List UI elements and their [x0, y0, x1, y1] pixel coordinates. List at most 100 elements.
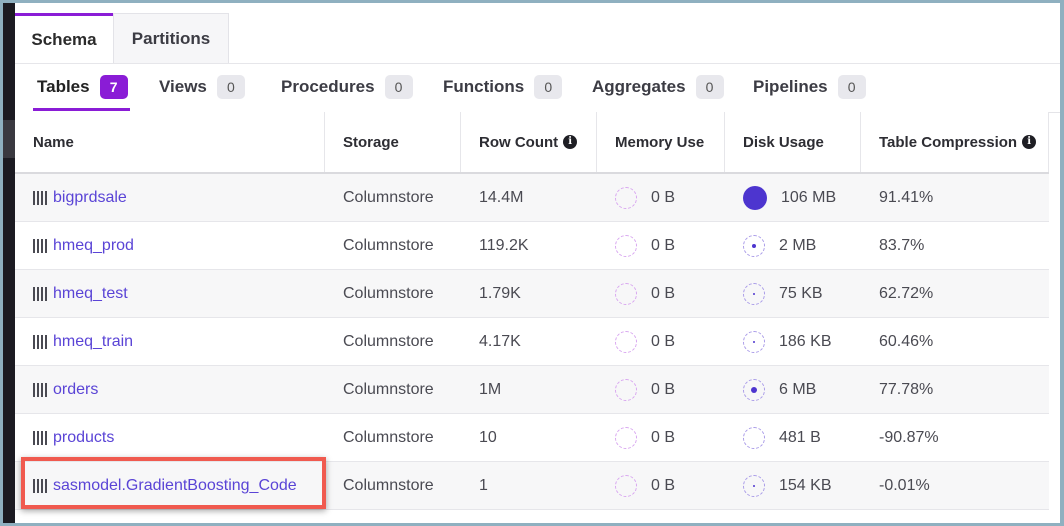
subtab-views[interactable]: Views 0	[159, 64, 245, 110]
table-name-link[interactable]: products	[53, 428, 115, 446]
cell-table-compression: 77.78%	[879, 380, 934, 398]
disk-usage-ring-icon	[743, 426, 765, 449]
cell-disk-usage: 6 MB	[725, 366, 861, 413]
left-sidebar-edge	[3, 3, 15, 523]
cell-disk-usage: 75 KB	[725, 270, 861, 317]
top-tabs: Schema Partitions	[15, 13, 1060, 64]
count-badge: 0	[216, 75, 245, 99]
subtab-tables[interactable]: Tables 7	[33, 64, 130, 111]
cell-disk-usage: 186 KB	[725, 318, 861, 365]
count-badge: 0	[837, 75, 866, 99]
count-badge: 0	[534, 75, 563, 99]
cell-row-count: 14.4M	[479, 188, 524, 206]
cell-memory-use: 0 B	[597, 318, 725, 365]
cell-name: hmeq_train	[15, 318, 325, 365]
cell-memory-use: 0 B	[597, 366, 725, 413]
cell-storage: Columnstore	[343, 380, 434, 398]
memory-usage-ring-icon	[615, 426, 637, 449]
object-type-tabs: Tables 7 Views 0 Procedures 0 Functions …	[15, 64, 1060, 113]
subtab-label: Views	[159, 77, 207, 96]
cell-name: products	[15, 414, 325, 461]
columnstore-table-icon	[33, 334, 47, 349]
subtab-label: Procedures	[281, 77, 375, 96]
table-row[interactable]: hmeq_prod Columnstore 119.2K 0 B 2 MB 83…	[15, 222, 1049, 270]
table-name-link[interactable]: sasmodel.GradientBoosting_Code	[53, 476, 297, 494]
app-frame: Schema Partitions Tables 7 Views 0 Proce…	[3, 3, 1060, 523]
subtab-functions[interactable]: Functions 0	[443, 64, 563, 110]
cell-row-count: 1	[479, 476, 488, 494]
subtab-aggregates[interactable]: Aggregates 0	[592, 64, 724, 110]
cell-memory-use: 0 B	[597, 270, 725, 317]
info-icon[interactable]: i	[1022, 135, 1037, 149]
cell-row-count: 4.17K	[479, 332, 521, 350]
disk-usage-dot	[753, 340, 755, 343]
columnstore-table-icon	[33, 238, 47, 253]
memory-usage-ring-icon	[615, 378, 637, 401]
columnstore-table-icon	[33, 382, 47, 397]
cell-table-compression: 91.41%	[879, 188, 934, 206]
col-header-storage[interactable]: Storage	[325, 112, 461, 172]
table-row[interactable]: products Columnstore 10 0 B 481 B -90.87…	[15, 414, 1049, 462]
col-header-name[interactable]: Name	[15, 112, 325, 172]
count-badge: 7	[99, 75, 128, 99]
cell-row-count: 10	[479, 428, 497, 446]
disk-usage-dot	[753, 484, 755, 487]
table-name-link[interactable]: hmeq_test	[53, 284, 128, 302]
cell-name: hmeq_prod	[15, 222, 325, 269]
subtab-label: Aggregates	[592, 77, 686, 96]
columnstore-table-icon	[33, 190, 47, 205]
cell-memory-use: 0 B	[597, 462, 725, 509]
col-header-memory-use[interactable]: Memory Use	[597, 112, 725, 172]
col-header-disk-usage[interactable]: Disk Usage	[725, 112, 861, 172]
disk-usage-ring-icon	[743, 474, 765, 497]
table-row[interactable]: hmeq_train Columnstore 4.17K 0 B 186 KB …	[15, 318, 1049, 366]
cell-table-compression: -0.01%	[879, 476, 930, 494]
table-row[interactable]: orders Columnstore 1M 0 B 6 MB 77.78%	[15, 366, 1049, 414]
tab-partitions[interactable]: Partitions	[113, 13, 229, 63]
cell-storage: Columnstore	[343, 428, 434, 446]
sidebar-active-segment	[3, 120, 15, 158]
subtab-label: Functions	[443, 77, 525, 96]
active-tab-underline	[33, 108, 130, 111]
subtab-pipelines[interactable]: Pipelines 0	[753, 64, 866, 110]
count-badge: 0	[695, 75, 724, 99]
disk-usage-ring-icon	[743, 282, 765, 305]
cell-disk-usage: 154 KB	[725, 462, 861, 509]
cell-row-count: 119.2K	[479, 236, 529, 254]
table-row[interactable]: bigprdsale Columnstore 14.4M 0 B 106 MB …	[15, 174, 1049, 222]
table-row[interactable]: sasmodel.GradientBoosting_Code Columnsto…	[15, 462, 1049, 510]
schema-panel: Schema Partitions Tables 7 Views 0 Proce…	[15, 3, 1060, 523]
table-header: Name Storage Row Count i Memory Use Disk …	[15, 112, 1049, 174]
table-row[interactable]: hmeq_test Columnstore 1.79K 0 B 75 KB 62…	[15, 270, 1049, 318]
disk-usage-ring-icon	[743, 330, 765, 353]
tables-table: Name Storage Row Count i Memory Use Disk …	[15, 112, 1049, 510]
disk-usage-ring-icon	[743, 234, 765, 257]
subtab-procedures[interactable]: Procedures 0	[281, 64, 413, 110]
cell-storage: Columnstore	[343, 188, 434, 206]
info-icon[interactable]: i	[563, 135, 578, 149]
cell-disk-usage: 481 B	[725, 414, 861, 461]
col-header-row-count[interactable]: Row Count i	[461, 112, 597, 172]
table-name-link[interactable]: hmeq_prod	[53, 236, 134, 254]
table-name-link[interactable]: bigprdsale	[53, 188, 127, 206]
cell-disk-usage: 106 MB	[725, 174, 861, 221]
subtab-label: Tables	[37, 77, 90, 96]
tab-schema[interactable]: Schema	[15, 13, 113, 63]
disk-usage-ring-icon	[743, 185, 767, 210]
cell-storage: Columnstore	[343, 236, 434, 254]
cell-row-count: 1.79K	[479, 284, 521, 302]
memory-usage-ring-icon	[615, 474, 637, 497]
col-header-table-compression[interactable]: Table Compression i	[861, 112, 1049, 172]
memory-usage-ring-icon	[615, 186, 637, 209]
cell-name: sasmodel.GradientBoosting_Code	[15, 462, 325, 509]
table-name-link[interactable]: orders	[53, 380, 99, 398]
cell-disk-usage: 2 MB	[725, 222, 861, 269]
cell-table-compression: 83.7%	[879, 236, 925, 254]
memory-usage-ring-icon	[615, 330, 637, 353]
cell-name: hmeq_test	[15, 270, 325, 317]
disk-usage-ring-icon	[743, 378, 765, 401]
memory-usage-ring-icon	[615, 234, 637, 257]
cell-table-compression: 62.72%	[879, 284, 934, 302]
memory-usage-ring-icon	[615, 282, 637, 305]
table-name-link[interactable]: hmeq_train	[53, 332, 134, 350]
